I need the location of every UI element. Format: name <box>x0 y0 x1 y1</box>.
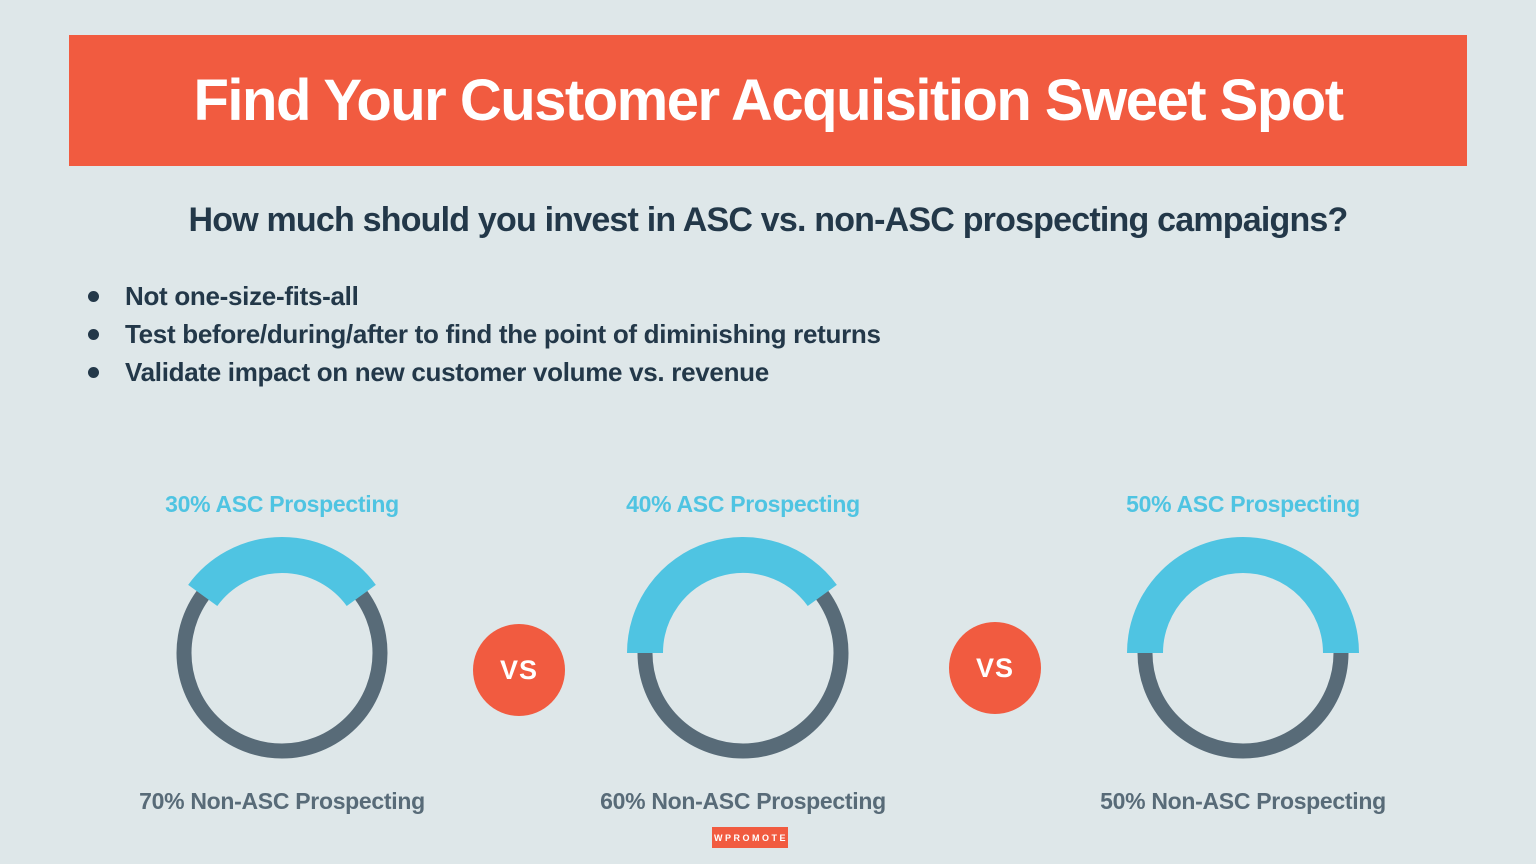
bullet-item: Validate impact on new customer volume v… <box>88 353 881 391</box>
bullet-list: Not one-size-fits-all Test before/during/… <box>88 277 881 391</box>
vs-badge: VS <box>949 622 1041 714</box>
donut-chart <box>1127 537 1359 759</box>
bullet-item: Test before/during/after to find the poi… <box>88 315 881 353</box>
bullet-text: Validate impact on new customer volume v… <box>125 357 769 387</box>
wpromote-logo: WPROMOTE <box>712 827 788 848</box>
asc-label: 50% ASC Prospecting <box>1126 491 1360 517</box>
donut-group: 30% ASC Prospecting 70% Non-ASC Prospecti… <box>122 491 442 815</box>
page-title: Find Your Customer Acquisition Sweet Spo… <box>193 68 1344 133</box>
title-banner: Find Your Customer Acquisition Sweet Spo… <box>69 35 1467 166</box>
donut-group: 50% ASC Prospecting 50% Non-ASC Prospecti… <box>1083 491 1403 815</box>
bullet-dot-icon <box>88 367 99 378</box>
asc-arc <box>1127 537 1359 654</box>
bullet-text: Test before/during/after to find the poi… <box>125 319 881 349</box>
asc-label: 30% ASC Prospecting <box>165 491 399 517</box>
bullet-dot-icon <box>88 329 99 340</box>
donut-chart <box>176 537 388 759</box>
asc-arc <box>627 537 837 654</box>
non-asc-label: 70% Non-ASC Prospecting <box>139 788 425 814</box>
subtitle: How much should you invest in ASC vs. no… <box>188 201 1348 239</box>
bullet-text: Not one-size-fits-all <box>125 281 359 311</box>
donut-group: 40% ASC Prospecting 60% Non-ASC Prospecti… <box>583 491 903 815</box>
asc-arc <box>188 537 376 607</box>
non-asc-label: 60% Non-ASC Prospecting <box>600 788 886 814</box>
bullet-item: Not one-size-fits-all <box>88 277 881 315</box>
non-asc-label: 50% Non-ASC Prospecting <box>1100 788 1386 814</box>
bullet-dot-icon <box>88 291 99 302</box>
vs-badge: VS <box>473 624 565 716</box>
asc-label: 40% ASC Prospecting <box>626 491 860 517</box>
donut-chart <box>627 537 849 759</box>
